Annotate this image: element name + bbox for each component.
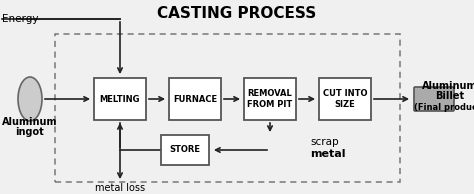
Ellipse shape <box>18 77 42 121</box>
Text: STORE: STORE <box>170 146 201 154</box>
Text: Billet: Billet <box>436 91 465 101</box>
Text: CASTING PROCESS: CASTING PROCESS <box>157 6 317 21</box>
Text: REMOVAL
FROM PIT: REMOVAL FROM PIT <box>247 89 292 109</box>
Text: scrap: scrap <box>310 137 338 147</box>
Text: metal: metal <box>310 149 346 159</box>
Text: Aluminum: Aluminum <box>422 81 474 91</box>
Bar <box>55 34 400 182</box>
Bar <box>169 78 221 120</box>
Text: ingot: ingot <box>16 127 45 137</box>
Text: Energy: Energy <box>2 14 38 24</box>
Text: metal loss: metal loss <box>95 183 145 193</box>
Text: (Final product): (Final product) <box>414 102 474 112</box>
Bar <box>319 78 371 120</box>
Text: CUT INTO
SIZE: CUT INTO SIZE <box>323 89 367 109</box>
Text: MELTING: MELTING <box>100 94 140 104</box>
FancyBboxPatch shape <box>414 87 454 111</box>
Bar <box>244 78 296 120</box>
Bar <box>161 135 209 165</box>
Text: FURNACE: FURNACE <box>173 94 217 104</box>
Bar <box>94 78 146 120</box>
Text: Aluminum: Aluminum <box>2 117 58 127</box>
